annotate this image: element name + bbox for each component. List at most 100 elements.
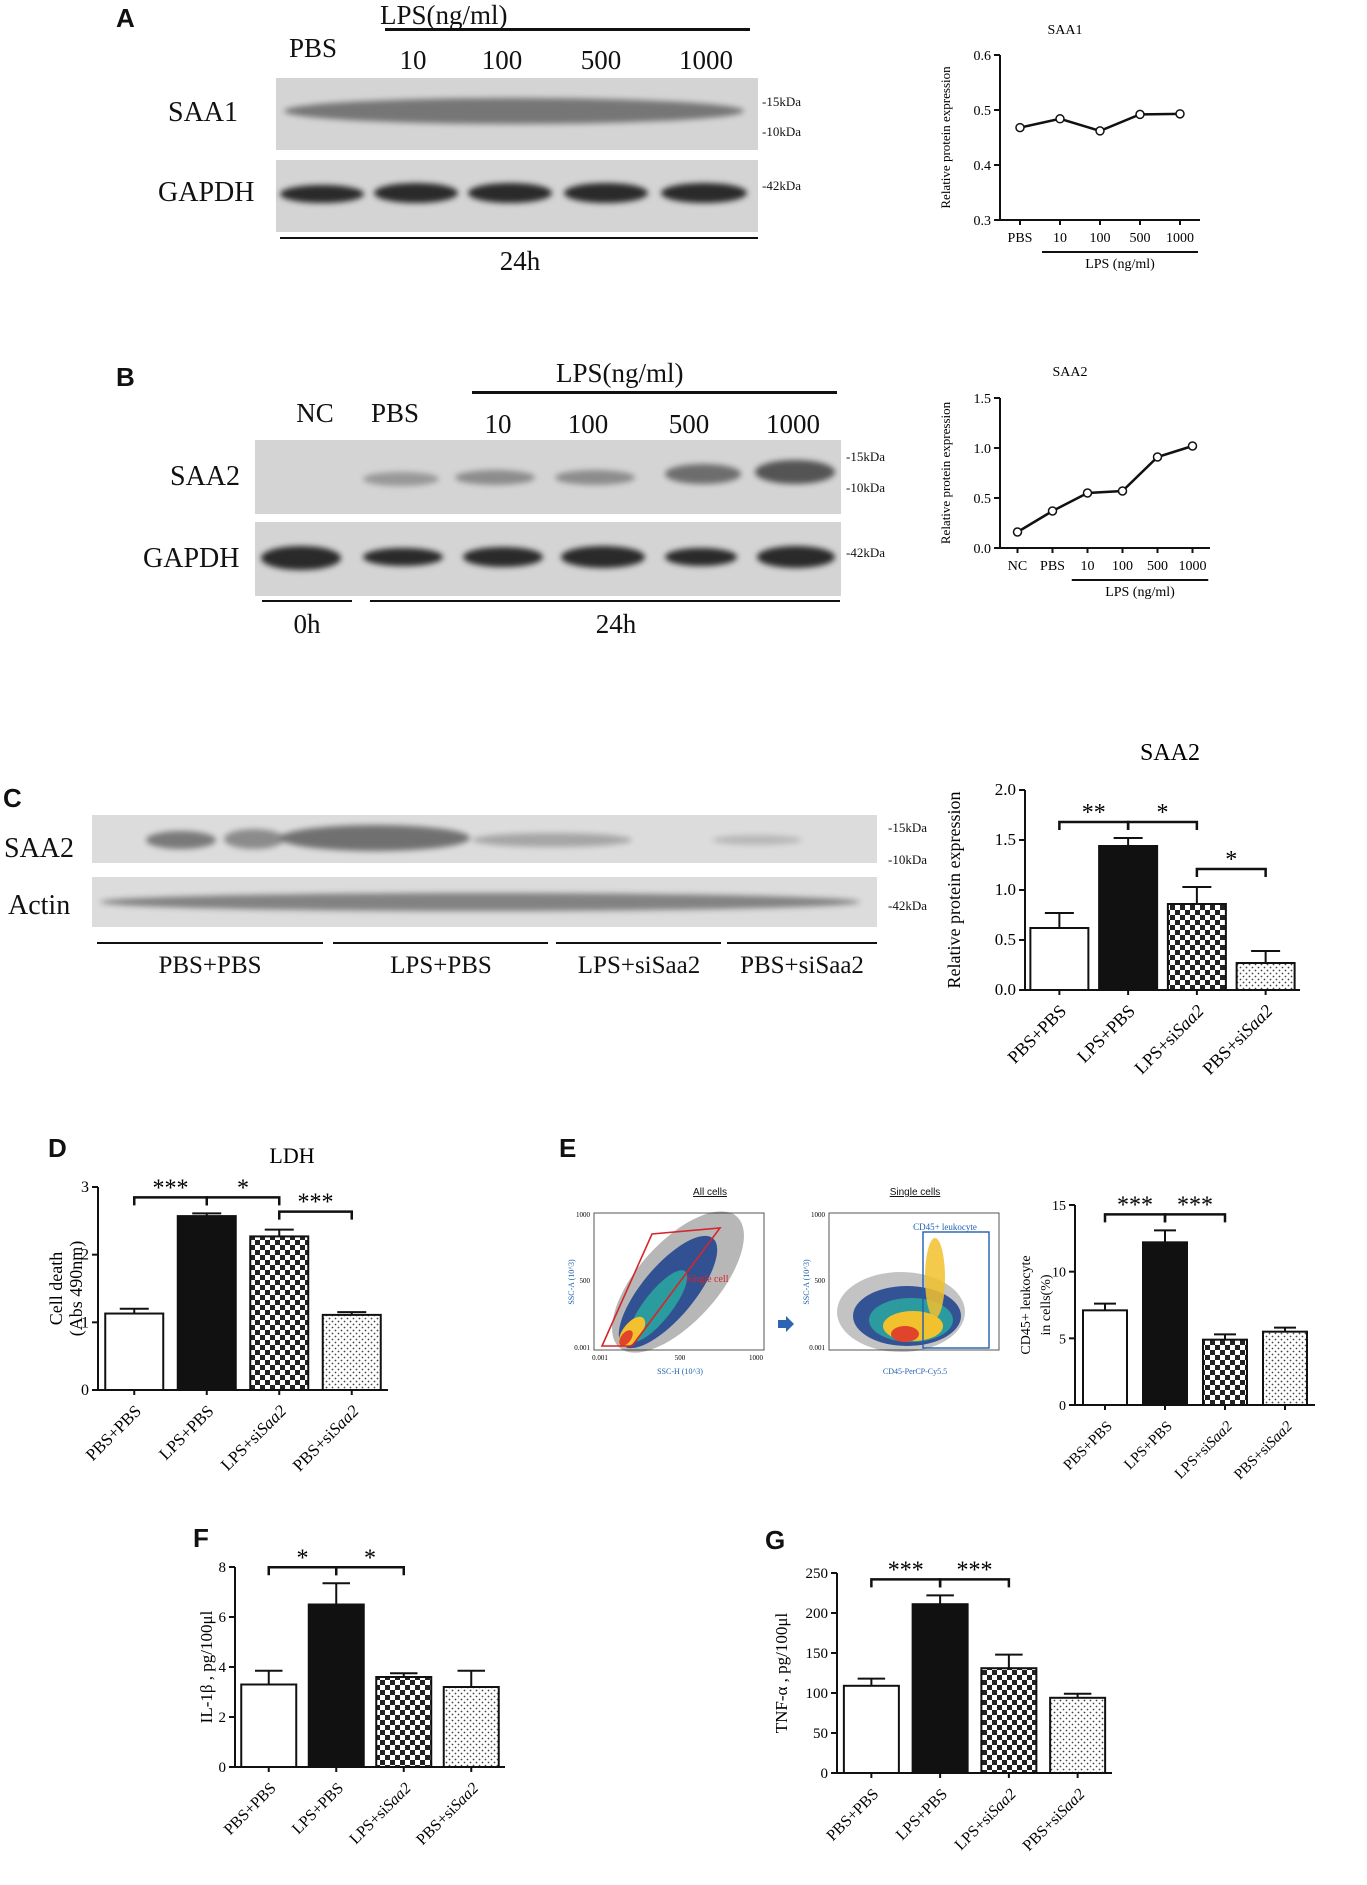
significance-label: **: [1082, 800, 1106, 826]
flow-y-label: SSC-A (10^3): [802, 1259, 811, 1305]
bar: [842, 1684, 900, 1774]
kda-marker: -10kDa: [846, 480, 885, 495]
x-tick-label: NC: [1008, 559, 1027, 574]
band: [363, 472, 439, 486]
band: [564, 183, 648, 203]
bar: [1202, 1338, 1248, 1407]
x-tick-label: LPS+PBS: [1121, 1419, 1175, 1473]
blot-saa1: [276, 78, 758, 150]
y-tick-label: 15: [1052, 1199, 1066, 1214]
row-label-saa2: SAA2: [170, 461, 241, 492]
y-tick-label: 0: [1059, 1399, 1066, 1414]
y-tick-label: 3: [81, 1179, 89, 1196]
band: [757, 546, 835, 568]
x-tick-label: 1000: [1179, 559, 1207, 574]
flow-events: [925, 1238, 945, 1318]
gate-label: Single cell: [686, 1274, 729, 1285]
data-point: [1015, 122, 1025, 133]
x-tick-label: 100: [1090, 231, 1111, 246]
gate-single-cell: [600, 1227, 722, 1347]
y-axis-label-line2: in cells(%): [1039, 1274, 1054, 1335]
bar: [1049, 1696, 1107, 1774]
x-tick-label: LPS+siSaa2: [347, 1780, 415, 1848]
bar: [249, 1235, 310, 1391]
y-tick-label: 0.5: [995, 930, 1016, 949]
data-point: [1012, 527, 1023, 537]
data-point: [1152, 452, 1163, 462]
time-bar-24h: [370, 600, 840, 602]
band: [374, 183, 458, 203]
kda-marker: -42kDa: [846, 545, 885, 560]
x-tick-label: LPS+siSaa2: [217, 1401, 290, 1474]
row-label-gapdh: GAPDH: [143, 543, 240, 574]
y-tick-label: 250: [806, 1566, 829, 1582]
x-tick-label: 500: [1147, 559, 1168, 574]
significance-label: *: [1157, 800, 1169, 826]
bar: [1082, 1309, 1128, 1406]
band: [665, 464, 741, 484]
series-line: [1016, 444, 1193, 534]
chart-c-bar: SAA2 0.0 0.5 1.0 1.5 2.0 Relative protein expr…: [944, 740, 1300, 1079]
y-tick-label: 1.5: [995, 830, 1016, 849]
lane-label: NC: [296, 398, 334, 428]
data-point: [1187, 441, 1198, 451]
group-label: LPS (ng/ml): [1085, 257, 1155, 272]
y-tick-label: 0: [821, 1766, 829, 1782]
lane-label: PBS: [288, 33, 338, 63]
significance-bracket: [1195, 867, 1267, 877]
kda-marker: -42kDa: [762, 178, 801, 193]
significance-label: *: [364, 1545, 376, 1571]
kda-marker: -15kDa: [846, 449, 885, 464]
flow-events: [619, 1330, 633, 1346]
row-label-actin: Actin: [8, 890, 71, 921]
data-point: [1135, 109, 1145, 120]
bar: [307, 1603, 365, 1768]
significance-label: ***: [1177, 1192, 1213, 1218]
lane-label: 100: [567, 409, 609, 439]
flow-x-tick: 500: [675, 1354, 686, 1362]
y-tick-label: 0.5: [974, 492, 992, 507]
band: [472, 833, 632, 847]
band: [280, 825, 470, 851]
group-bar: [333, 942, 548, 944]
data-point: [1117, 486, 1128, 496]
group-label: LPS+siSaa2: [577, 952, 701, 979]
bar: [1262, 1330, 1308, 1407]
blot-actin: [92, 877, 877, 927]
data-point: [1055, 114, 1065, 124]
bar: [1029, 927, 1090, 991]
time-label-0h: 0h: [293, 609, 321, 639]
lps-bar-b: [472, 391, 837, 394]
significance-label: ***: [298, 1190, 334, 1216]
bar: [442, 1686, 500, 1768]
significance-bracket: [1126, 820, 1199, 830]
y-tick-label: 5: [1059, 1332, 1066, 1347]
panel-letter-d: D: [48, 1133, 67, 1163]
band: [146, 831, 216, 849]
x-tick-label: LPS+siSaa2: [1172, 1418, 1236, 1482]
time-label-24h: 24h: [595, 609, 637, 639]
x-tick-label: 500: [1130, 231, 1151, 246]
band: [555, 470, 635, 485]
x-tick-label: PBS+PBS: [82, 1401, 145, 1464]
bar: [321, 1313, 382, 1391]
y-tick-label: 0: [81, 1382, 89, 1399]
lps-header-a: LPS(ng/ml): [380, 0, 508, 30]
y-tick-label: 100: [806, 1686, 829, 1702]
lane-label: 500: [580, 45, 622, 75]
x-tick-label: LPS+PBS: [893, 1786, 951, 1844]
panel-letter-g: G: [765, 1525, 786, 1555]
significance-bracket: [205, 1196, 281, 1206]
bar: [375, 1676, 433, 1768]
panel-letter-e: E: [559, 1133, 577, 1163]
lane-label: 100: [481, 45, 523, 75]
band: [363, 548, 443, 566]
y-tick-label: 1.0: [974, 442, 992, 457]
lane-label: 500: [668, 409, 710, 439]
bar: [1142, 1241, 1188, 1407]
y-tick-label: 1: [81, 1314, 89, 1331]
x-tick-label: LPS+siSaa2: [1130, 1001, 1207, 1078]
x-tick-label: PBS: [1040, 559, 1065, 574]
band: [463, 547, 543, 567]
